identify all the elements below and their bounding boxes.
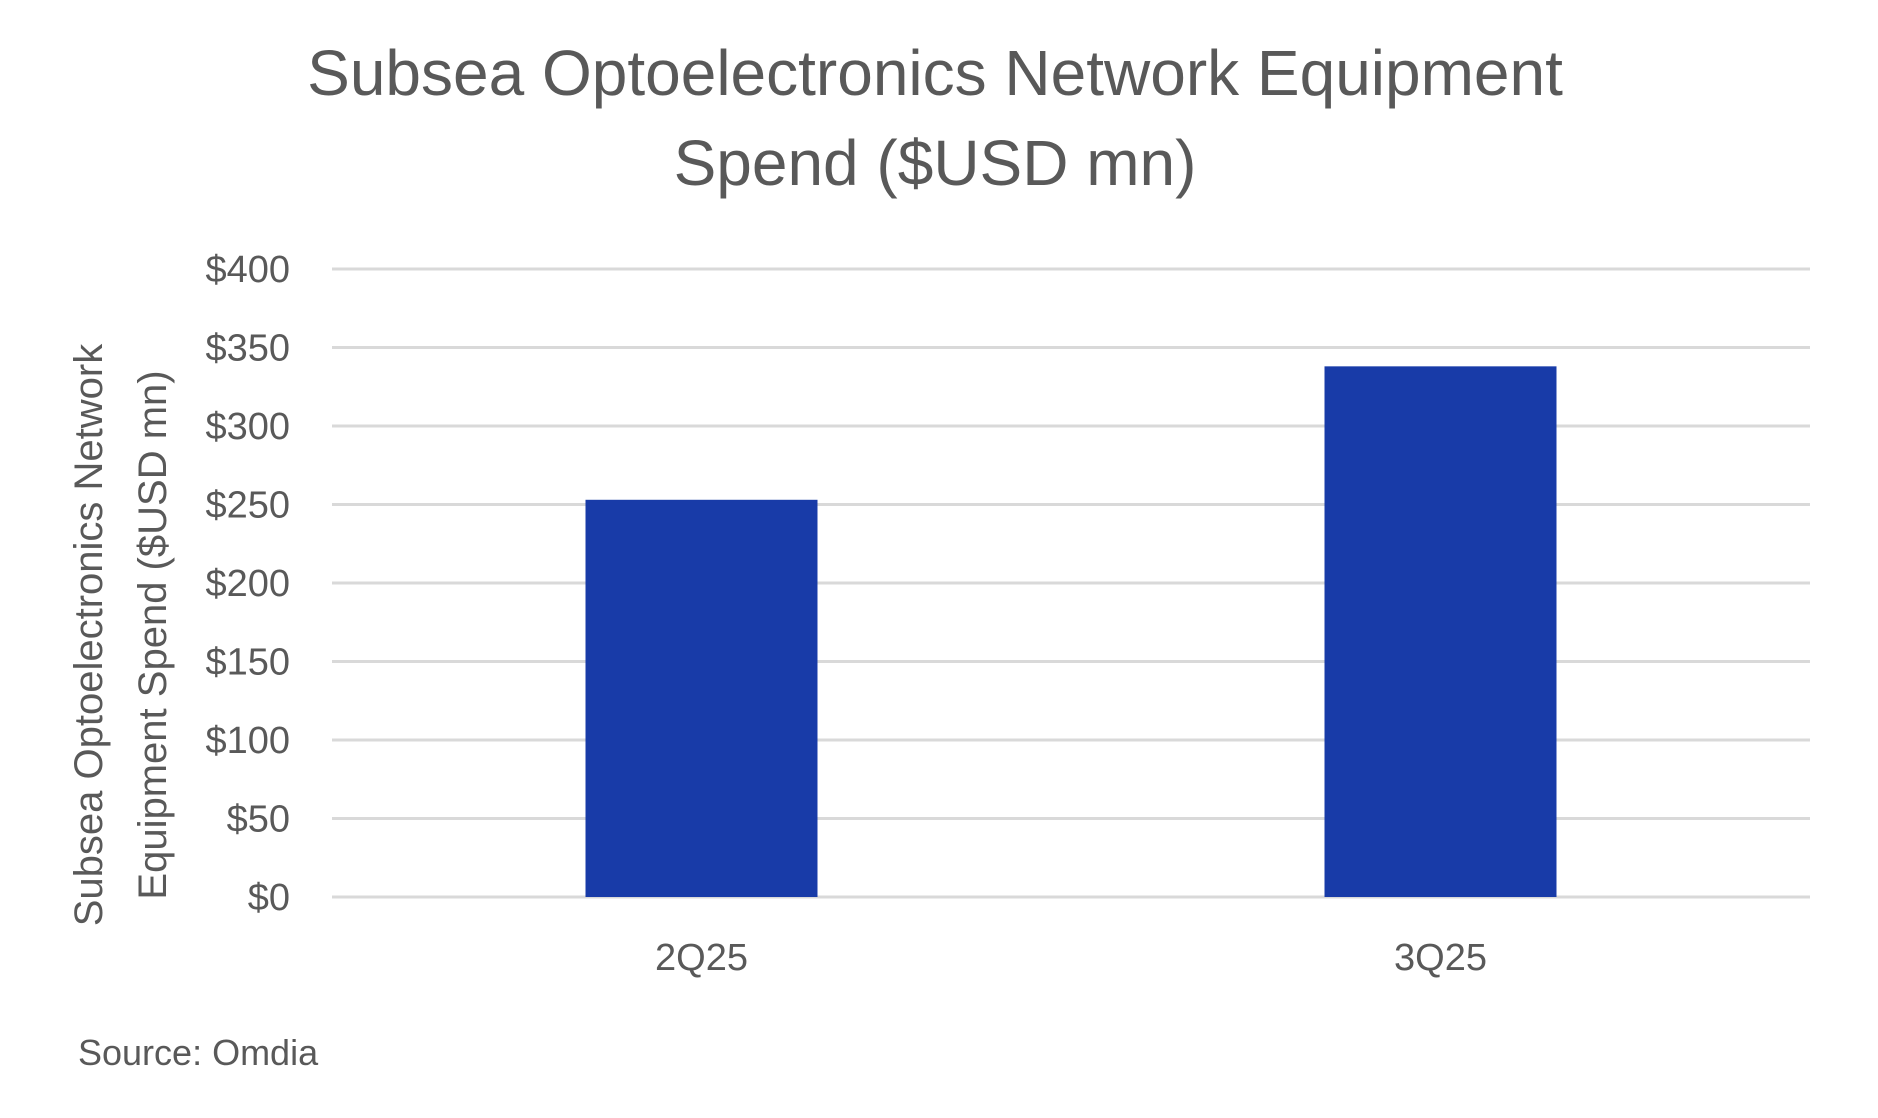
y-tick-label: $150 <box>205 642 290 684</box>
x-tick-label: 2Q25 <box>655 937 748 979</box>
gridlines <box>332 267 1810 899</box>
chart-title-line-2: Spend ($USD mn) <box>674 127 1197 199</box>
y-axis-title-line-1: Subsea Optoelectronics Network <box>67 343 111 927</box>
y-tick-label: $50 <box>227 799 290 841</box>
x-tick-label: 3Q25 <box>1394 937 1487 979</box>
y-axis-title: Subsea Optoelectronics Network Equipment… <box>67 343 175 927</box>
y-tick-label: $350 <box>205 328 290 370</box>
y-tick-label: $100 <box>205 720 290 762</box>
bars <box>585 366 1557 898</box>
y-tick-label: $400 <box>205 249 290 291</box>
y-tick-label: $250 <box>205 485 290 527</box>
y-axis-title-line-2: Equipment Spend ($USD mn) <box>131 370 175 899</box>
y-tick-label: $300 <box>205 406 290 448</box>
chart-title-line-1: Subsea Optoelectronics Network Equipment <box>307 37 1563 109</box>
bar-2q25 <box>585 499 818 897</box>
bar-3q25 <box>1324 366 1557 898</box>
y-tick-label: $0 <box>248 877 290 919</box>
source-note: Source: Omdia <box>78 1032 319 1073</box>
y-axis-ticks: $0 $50 $100 $150 $200 $250 $300 $350 $400 <box>205 249 290 919</box>
y-tick-label: $200 <box>205 563 290 605</box>
x-axis-ticks: 2Q25 3Q25 <box>655 937 1487 979</box>
